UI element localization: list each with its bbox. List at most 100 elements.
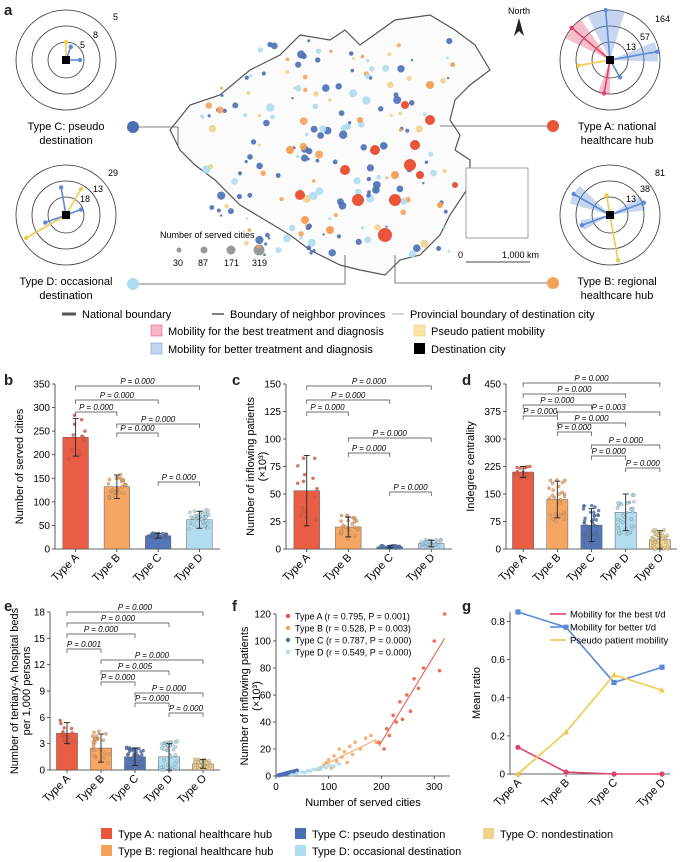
radar-spoke-end bbox=[604, 193, 609, 198]
map-city-dot bbox=[279, 197, 284, 202]
type-d-marker bbox=[127, 278, 139, 290]
significance-bracket bbox=[168, 712, 204, 717]
size-legend-dot bbox=[176, 247, 182, 253]
map-city-dot bbox=[244, 240, 249, 246]
map-city-dot bbox=[220, 94, 224, 97]
data-point bbox=[547, 496, 552, 501]
legend-type-c: Type C: pseudo destination bbox=[312, 829, 445, 841]
data-point bbox=[103, 751, 107, 756]
map-city-dot bbox=[302, 194, 311, 203]
series-marker bbox=[611, 671, 617, 678]
map-city-dot bbox=[428, 151, 434, 157]
data-point bbox=[528, 464, 532, 469]
scatter-point bbox=[369, 733, 373, 738]
data-point bbox=[301, 456, 306, 460]
x-tick-label: Type B bbox=[322, 552, 355, 585]
size-legend-value: 30 bbox=[173, 258, 183, 268]
radar-wedge bbox=[587, 9, 625, 61]
data-point bbox=[660, 533, 665, 538]
map-city-dot bbox=[244, 75, 249, 80]
x-tick-label: Type A bbox=[492, 776, 525, 809]
data-point bbox=[581, 504, 586, 508]
fit-line bbox=[291, 763, 340, 776]
data-point bbox=[137, 746, 141, 751]
map-city-dot bbox=[322, 84, 330, 92]
map-city-dot bbox=[447, 250, 451, 253]
chart-e-beds: 0 3 6 9 12 15 18 Number of tertiary-A hospital … bbox=[9, 603, 220, 806]
radar-spoke-end bbox=[63, 39, 69, 45]
series-marker bbox=[611, 771, 617, 777]
data-point bbox=[107, 752, 112, 756]
y-axis-label: Number of tertiary-A hospital beds bbox=[9, 607, 21, 774]
ring-label: 8 bbox=[93, 30, 98, 40]
map-city-dot bbox=[312, 249, 316, 253]
data-point bbox=[515, 465, 519, 470]
data-point bbox=[104, 732, 108, 736]
data-point bbox=[352, 520, 357, 524]
radar-type-b bbox=[559, 164, 661, 266]
significance-bracket bbox=[75, 399, 159, 404]
radar-wedge bbox=[569, 185, 610, 215]
map-city-dot bbox=[244, 160, 248, 164]
scatter-point bbox=[398, 700, 402, 704]
map-city-dot bbox=[328, 98, 332, 102]
map-legend: National boundary Boundary of neighbor p… bbox=[62, 309, 595, 356]
map-city-dot bbox=[288, 224, 296, 232]
data-point bbox=[345, 513, 349, 517]
data-point bbox=[173, 745, 178, 749]
radar-ring bbox=[559, 164, 661, 266]
y-tick-label: 125 bbox=[264, 407, 281, 418]
data-point bbox=[127, 757, 132, 762]
data-point bbox=[616, 504, 621, 508]
x-tick-label: 0 bbox=[273, 782, 279, 793]
map-city-dot bbox=[443, 209, 448, 214]
map-city-dot bbox=[315, 150, 324, 159]
radar-type-d bbox=[15, 164, 117, 266]
y-tick-label: 0.8 bbox=[491, 617, 505, 628]
data-point bbox=[70, 731, 74, 735]
data-point bbox=[581, 533, 586, 537]
data-point bbox=[91, 740, 96, 744]
data-point bbox=[81, 437, 86, 441]
data-point bbox=[666, 544, 670, 549]
p-value-label: P = 0.000 bbox=[557, 423, 592, 432]
x-tick-label: Type D bbox=[599, 552, 632, 585]
destination-square bbox=[62, 56, 70, 64]
map-city-dot bbox=[378, 106, 384, 112]
significance-bracket bbox=[157, 481, 200, 486]
x-tick-label: Type C bbox=[363, 552, 396, 585]
y-tick-label: 0 bbox=[44, 545, 50, 556]
x-tick-label: Type C bbox=[108, 773, 141, 806]
data-point bbox=[200, 517, 204, 521]
data-point bbox=[515, 469, 520, 474]
y-tick-label: 0 bbox=[39, 766, 45, 777]
p-value-label: P = 0.000 bbox=[574, 374, 609, 383]
significance-bracket bbox=[625, 467, 661, 472]
scatter-point bbox=[384, 727, 389, 731]
legend-label: Mobility for the best t/d bbox=[570, 610, 666, 621]
radar-type-a bbox=[559, 7, 661, 111]
data-point bbox=[432, 540, 436, 544]
map-city-dot bbox=[202, 165, 211, 174]
radar-spoke-end bbox=[601, 91, 607, 96]
significance-bracket bbox=[116, 432, 159, 437]
significance-bracket bbox=[522, 415, 558, 420]
data-point bbox=[562, 510, 567, 514]
legend-better: Mobility for better treatment and diagno… bbox=[168, 344, 373, 356]
p-value-label: P = 0.000 bbox=[557, 385, 592, 394]
destination-square bbox=[62, 211, 70, 219]
map-city-dot bbox=[393, 96, 402, 104]
significance-bracket bbox=[66, 611, 204, 616]
radar-wedge bbox=[598, 60, 610, 94]
map-city-dot bbox=[319, 125, 327, 133]
map-city-dot bbox=[224, 203, 229, 209]
radar-spoke-end bbox=[569, 25, 574, 31]
legend-marker bbox=[285, 625, 291, 631]
map-city-dot bbox=[245, 217, 249, 220]
map-city-dot bbox=[312, 103, 319, 110]
data-point bbox=[650, 537, 655, 541]
map-hub-dot bbox=[425, 115, 435, 125]
map-city-dot bbox=[400, 197, 408, 205]
map-city-dot bbox=[231, 178, 239, 185]
significance-bracket bbox=[66, 648, 102, 653]
